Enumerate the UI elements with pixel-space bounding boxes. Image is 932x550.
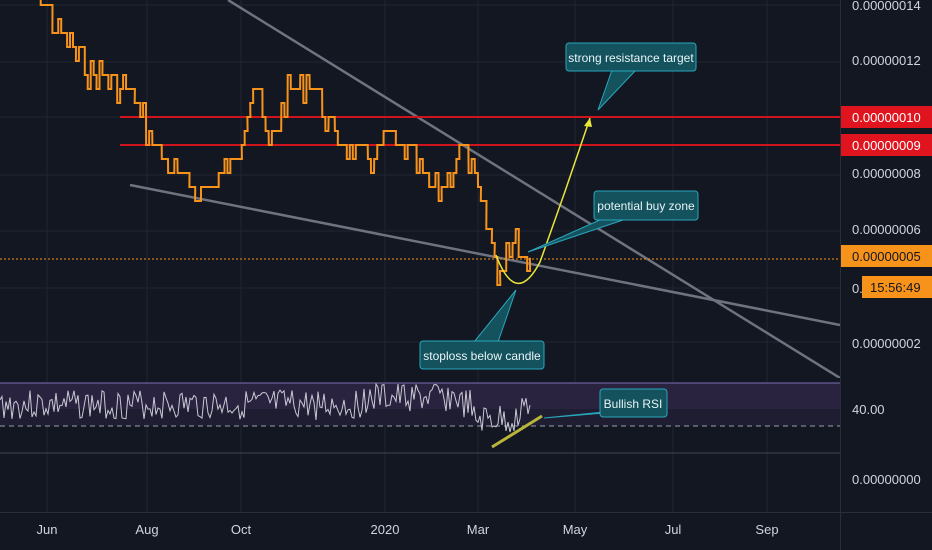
callout-text: Bullish RSI [604, 397, 663, 411]
price-series-line [39, 0, 532, 286]
callout-text: strong resistance target [568, 51, 694, 65]
projection-arrowhead [584, 118, 592, 127]
countdown-text: 15:56:49 [870, 280, 921, 295]
time-tick-label: Oct [231, 522, 252, 537]
time-tick-label: Jul [665, 522, 682, 537]
price-pane [0, 0, 840, 378]
price-tick-label: 0.00000012 [852, 53, 921, 68]
badge-bg [841, 245, 932, 267]
time-tick-label: Jun [37, 522, 58, 537]
callout-box [593, 190, 699, 221]
callout-box [419, 340, 545, 370]
time-tick-label: May [563, 522, 588, 537]
badge-text: 0.00000010 [852, 110, 921, 125]
current-price-badge: 0.00000005 [841, 245, 932, 267]
bar-countdown-badge: 15:56:49 [862, 276, 932, 298]
callout-box [599, 388, 668, 418]
time-tick-label: 2020 [371, 522, 400, 537]
callout-box [565, 42, 697, 72]
price-tick-label: 0.00000014 [852, 0, 921, 13]
descending-trendline-upper[interactable] [227, 0, 840, 378]
callout-text: potential buy zone [597, 199, 695, 213]
callout-text: stoploss below candle [423, 349, 541, 363]
rsi-tick-label: 40.00 [852, 402, 885, 417]
grid [0, 0, 840, 512]
callout-resistance-target[interactable]: strong resistance target [565, 42, 697, 111]
resistance-badge-lower: 0.00000009 [841, 134, 932, 156]
projection-curve[interactable] [495, 117, 591, 284]
time-tick-label: Sep [755, 522, 778, 537]
time-axis[interactable]: Jun Aug Oct 2020 Mar May Jul Sep [37, 522, 779, 537]
price-tick-label: 0.00000006 [852, 222, 921, 237]
callout-buy-zone[interactable]: potential buy zone [527, 190, 699, 253]
resistance-badge-upper: 0.00000010 [841, 106, 932, 128]
badge-bg [841, 134, 932, 156]
time-tick-label: Aug [135, 522, 158, 537]
rsi-trendline[interactable] [491, 414, 543, 449]
price-tick-label: 0.00000002 [852, 336, 921, 351]
descending-trendline-lower[interactable] [129, 183, 840, 327]
lower-pane-axis-label: 0.00000000 [852, 472, 921, 487]
price-axis[interactable]: 0.00000014 0.00000012 0.00000008 0.00000… [841, 0, 932, 487]
badge-text: 0.00000009 [852, 138, 921, 153]
badge-text: 0.00000005 [852, 249, 921, 264]
price-tick-label-partial: 0. [852, 281, 863, 296]
price-tick-label: 0.00000008 [852, 166, 921, 181]
callout-bullish-rsi[interactable]: Bullish RSI [543, 388, 668, 419]
countdown-bg [862, 276, 932, 298]
rsi-series-line [0, 383, 531, 433]
badge-bg [841, 106, 932, 128]
callout-stoploss[interactable]: stoploss below candle [419, 289, 545, 370]
time-tick-label: Mar [467, 522, 490, 537]
